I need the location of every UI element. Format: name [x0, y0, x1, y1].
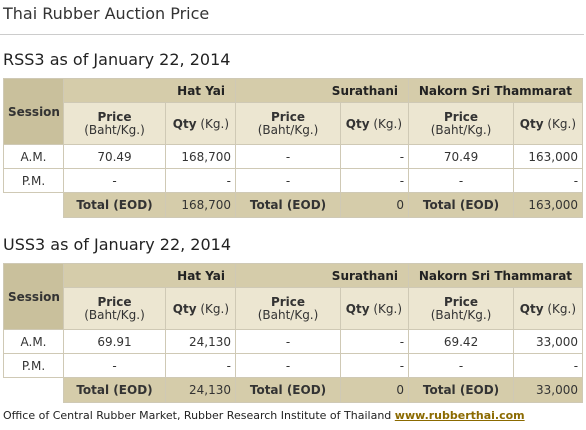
- location-header-nakorn-sri-thammarat: Nakorn Sri Thammarat: [408, 78, 584, 103]
- qty-cell: -: [340, 353, 410, 378]
- price-cell: -: [235, 144, 342, 169]
- price-header: Price (Baht/Kg.): [408, 102, 515, 145]
- price-cell: -: [235, 329, 342, 354]
- qty-cell: 24,130: [164, 329, 237, 354]
- price-cell: 69.42: [408, 329, 515, 354]
- table-row: A.M. 69.91 24,130 - - 69.42 33,000: [3, 329, 584, 354]
- session-cell: A.M.: [3, 329, 64, 354]
- footer: Office of Central Rubber Market, Rubber …: [3, 409, 525, 422]
- session-header: Session: [3, 263, 64, 330]
- location-header-hat-yai: Hat Yai: [62, 78, 237, 103]
- qty-cell: -: [340, 168, 410, 193]
- table-row: P.M. - - - - - -: [3, 353, 584, 378]
- uss3-section-title: USS3 as of January 22, 2014: [3, 235, 232, 254]
- website-link[interactable]: www.rubberthai.com: [394, 409, 525, 422]
- rss3-section-title: RSS3 as of January 22, 2014: [3, 50, 231, 69]
- total-value: 33,000: [513, 377, 584, 403]
- total-row: Total (EOD) 24,130 Total (EOD) 0 Total (…: [4, 377, 584, 403]
- location-header-nakorn-sri-thammarat: Nakorn Sri Thammarat: [408, 263, 584, 288]
- total-value: 0: [340, 377, 410, 403]
- total-row: Total (EOD) 168,700 Total (EOD) 0 Total …: [4, 192, 584, 218]
- title-divider: [0, 34, 584, 35]
- session-cell: P.M.: [3, 353, 64, 378]
- session-header: Session: [3, 78, 64, 145]
- price-cell: -: [235, 168, 342, 193]
- price-cell: -: [408, 168, 515, 193]
- price-header: Price (Baht/Kg.): [235, 287, 342, 330]
- total-label: Total (EOD): [63, 377, 166, 403]
- total-label: Total (EOD): [408, 192, 515, 218]
- rss3-price-table: Session Hat Yai Surathani Nakorn Sri Tha…: [3, 78, 584, 218]
- qty-cell: -: [164, 353, 237, 378]
- price-cell: 69.91: [63, 329, 166, 354]
- qty-header: Qty (Kg.): [164, 102, 237, 145]
- table-row: A.M. 70.49 168,700 - - 70.49 163,000: [3, 144, 584, 169]
- price-cell: -: [235, 353, 342, 378]
- qty-cell: 163,000: [513, 144, 584, 169]
- price-cell: 70.49: [63, 144, 166, 169]
- qty-header: Qty (Kg.): [513, 102, 584, 145]
- qty-cell: -: [340, 144, 410, 169]
- qty-header: Qty (Kg.): [340, 287, 410, 330]
- location-header-surathani: Surathani: [235, 78, 410, 103]
- qty-header: Qty (Kg.): [340, 102, 410, 145]
- qty-cell: 33,000: [513, 329, 584, 354]
- price-cell: -: [408, 353, 515, 378]
- total-value: 24,130: [164, 377, 237, 403]
- qty-cell: -: [513, 353, 584, 378]
- total-label: Total (EOD): [235, 192, 342, 218]
- empty-cell: [4, 193, 64, 218]
- price-cell: -: [63, 353, 166, 378]
- qty-cell: -: [513, 168, 584, 193]
- price-header: Price (Baht/Kg.): [63, 102, 166, 145]
- price-cell: -: [63, 168, 166, 193]
- total-value: 163,000: [513, 192, 584, 218]
- price-cell: 70.49: [408, 144, 515, 169]
- qty-cell: 168,700: [164, 144, 237, 169]
- empty-cell: [4, 378, 64, 403]
- footer-text: Office of Central Rubber Market, Rubber …: [3, 409, 392, 422]
- table-row: P.M. - - - - - -: [3, 168, 584, 193]
- uss3-price-table: Session Hat Yai Surathani Nakorn Sri Tha…: [3, 263, 584, 403]
- page-title: Thai Rubber Auction Price: [3, 4, 210, 23]
- location-header-hat-yai: Hat Yai: [62, 263, 237, 288]
- qty-cell: -: [340, 329, 410, 354]
- price-header: Price (Baht/Kg.): [408, 287, 515, 330]
- price-header: Price (Baht/Kg.): [235, 102, 342, 145]
- total-label: Total (EOD): [408, 377, 515, 403]
- session-cell: P.M.: [3, 168, 64, 193]
- location-header-surathani: Surathani: [235, 263, 410, 288]
- total-label: Total (EOD): [63, 192, 166, 218]
- total-value: 168,700: [164, 192, 237, 218]
- session-cell: A.M.: [3, 144, 64, 169]
- qty-cell: -: [164, 168, 237, 193]
- price-header: Price (Baht/Kg.): [63, 287, 166, 330]
- total-value: 0: [340, 192, 410, 218]
- qty-header: Qty (Kg.): [513, 287, 584, 330]
- total-label: Total (EOD): [235, 377, 342, 403]
- qty-header: Qty (Kg.): [164, 287, 237, 330]
